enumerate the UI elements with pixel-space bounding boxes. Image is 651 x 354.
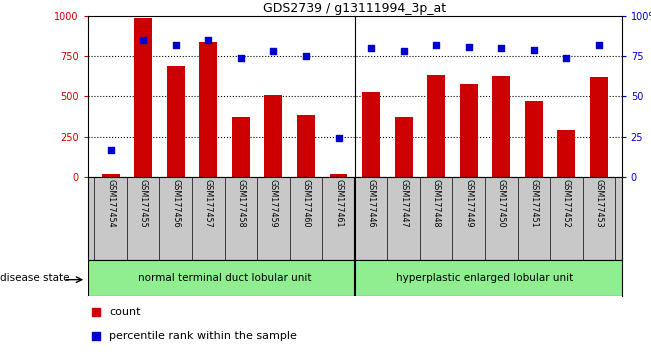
Text: GSM177446: GSM177446	[367, 179, 376, 228]
Text: GSM177451: GSM177451	[529, 179, 538, 228]
Point	[90, 333, 101, 339]
Bar	[460, 84, 478, 177]
Point	[138, 37, 148, 43]
Point	[464, 44, 474, 49]
Text: GSM177449: GSM177449	[464, 179, 473, 228]
Point	[366, 45, 376, 51]
Bar	[297, 115, 315, 177]
Text: GSM177455: GSM177455	[139, 179, 148, 228]
Bar	[492, 76, 510, 177]
Bar	[199, 42, 217, 177]
Bar	[167, 66, 185, 177]
Bar	[590, 77, 608, 177]
Text: normal terminal duct lobular unit: normal terminal duct lobular unit	[138, 273, 311, 283]
Bar	[329, 174, 348, 177]
Point	[431, 42, 441, 48]
Bar	[102, 174, 120, 177]
Bar	[232, 116, 250, 177]
Text: GSM177456: GSM177456	[171, 179, 180, 228]
Text: GSM177447: GSM177447	[399, 179, 408, 228]
Text: GSM177459: GSM177459	[269, 179, 278, 228]
Text: disease state: disease state	[0, 273, 70, 283]
Point	[203, 37, 214, 43]
Point	[529, 47, 539, 53]
Text: GSM177452: GSM177452	[562, 179, 571, 228]
Bar	[264, 95, 283, 177]
Text: GSM177448: GSM177448	[432, 179, 441, 228]
Point	[496, 45, 506, 51]
Point	[301, 53, 311, 59]
Point	[90, 309, 101, 315]
Text: GSM177461: GSM177461	[334, 179, 343, 228]
Title: GDS2739 / g13111994_3p_at: GDS2739 / g13111994_3p_at	[263, 2, 447, 15]
Point	[105, 147, 116, 153]
Text: hyperplastic enlarged lobular unit: hyperplastic enlarged lobular unit	[396, 273, 574, 283]
Bar	[557, 130, 575, 177]
Bar	[525, 101, 543, 177]
Bar	[427, 75, 445, 177]
Point	[171, 42, 181, 48]
Text: GSM177460: GSM177460	[301, 179, 311, 228]
Point	[398, 48, 409, 54]
Point	[561, 55, 572, 61]
Point	[268, 48, 279, 54]
Text: GSM177457: GSM177457	[204, 179, 213, 228]
Point	[594, 42, 604, 48]
Text: count: count	[109, 307, 141, 317]
Point	[333, 136, 344, 141]
Bar	[134, 18, 152, 177]
Bar	[362, 92, 380, 177]
Text: GSM177450: GSM177450	[497, 179, 506, 228]
Point	[236, 55, 246, 61]
Text: GSM177458: GSM177458	[236, 179, 245, 228]
Text: percentile rank within the sample: percentile rank within the sample	[109, 331, 297, 342]
Text: GSM177453: GSM177453	[594, 179, 603, 228]
Text: GSM177454: GSM177454	[106, 179, 115, 228]
Bar	[395, 118, 413, 177]
